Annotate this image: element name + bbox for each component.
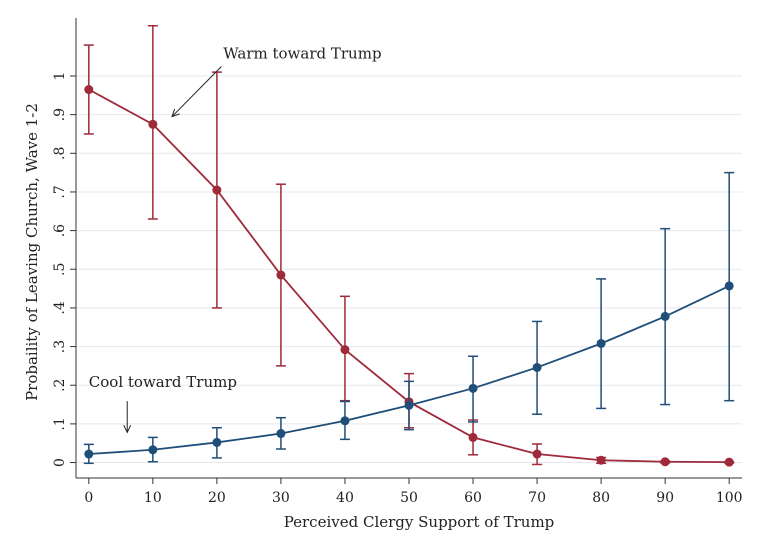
x-tick-label: 0 [84, 490, 93, 506]
data-point [724, 457, 734, 467]
data-point [212, 437, 222, 447]
data-point [276, 270, 286, 280]
y-tick-label: .1 [52, 417, 68, 430]
annotation-label: Warm toward Trump [223, 45, 381, 63]
annotation-cool-toward-trump: Cool toward Trump [89, 373, 237, 434]
data-point [276, 429, 286, 439]
data-point [596, 338, 606, 348]
annotation-label: Cool toward Trump [89, 373, 237, 391]
y-tick-label: .8 [52, 147, 68, 160]
tick-marks: 0.1.2.3.4.5.6.7.8.910 10 20 30 40 50 60 70 80 90 1… [52, 72, 743, 506]
data-point [532, 449, 542, 459]
x-tick-label: 20 [208, 490, 226, 506]
data-point [532, 362, 542, 372]
x-tick-label: 50 [400, 490, 418, 506]
data-point [724, 281, 734, 291]
x-tick-label: 90 [656, 490, 674, 506]
grid-lines [76, 75, 742, 464]
data-point [660, 311, 670, 321]
data-point [340, 345, 350, 355]
series-cool-toward-trump [83, 171, 735, 465]
data-point [340, 416, 350, 426]
y-tick-label: .7 [52, 185, 68, 198]
y-tick-label: .4 [52, 301, 68, 314]
y-tick-label: 0 [52, 458, 68, 467]
x-tick-label: 40 [336, 490, 354, 506]
data-point [404, 400, 414, 410]
y-tick-label: .2 [52, 379, 68, 392]
data-point [84, 85, 94, 95]
data-point [660, 457, 670, 467]
x-axis-title: Perceived Clergy Support of Trump [284, 513, 555, 531]
x-tick-label: 100 [716, 490, 743, 506]
y-tick-label: 1 [52, 72, 68, 81]
data-point [468, 432, 478, 442]
series-layer [83, 24, 735, 467]
data-point [84, 449, 94, 459]
data-point [596, 455, 606, 465]
x-tick-label: 30 [272, 490, 290, 506]
annotations: Warm toward Trump Cool toward Trump [89, 45, 382, 434]
data-point [148, 445, 158, 455]
x-tick-label: 10 [144, 490, 162, 506]
x-tick-label: 80 [592, 490, 610, 506]
y-tick-label: .6 [52, 224, 68, 237]
arrowhead-icon [123, 424, 132, 434]
y-tick-label: .9 [52, 108, 68, 121]
annotation-warm-toward-trump: Warm toward Trump [171, 45, 382, 118]
data-point [148, 119, 158, 129]
annotation-arrow [171, 66, 222, 117]
arrowhead-icon [171, 108, 180, 118]
y-tick-label: .3 [52, 340, 68, 353]
y-axis-title: Probaility of Leaving Church, Wave 1-2 [23, 103, 41, 401]
x-tick-label: 70 [528, 490, 546, 506]
x-tick-label: 60 [464, 490, 482, 506]
y-tick-label: .5 [52, 263, 68, 276]
data-point [468, 383, 478, 393]
data-point [212, 185, 222, 195]
